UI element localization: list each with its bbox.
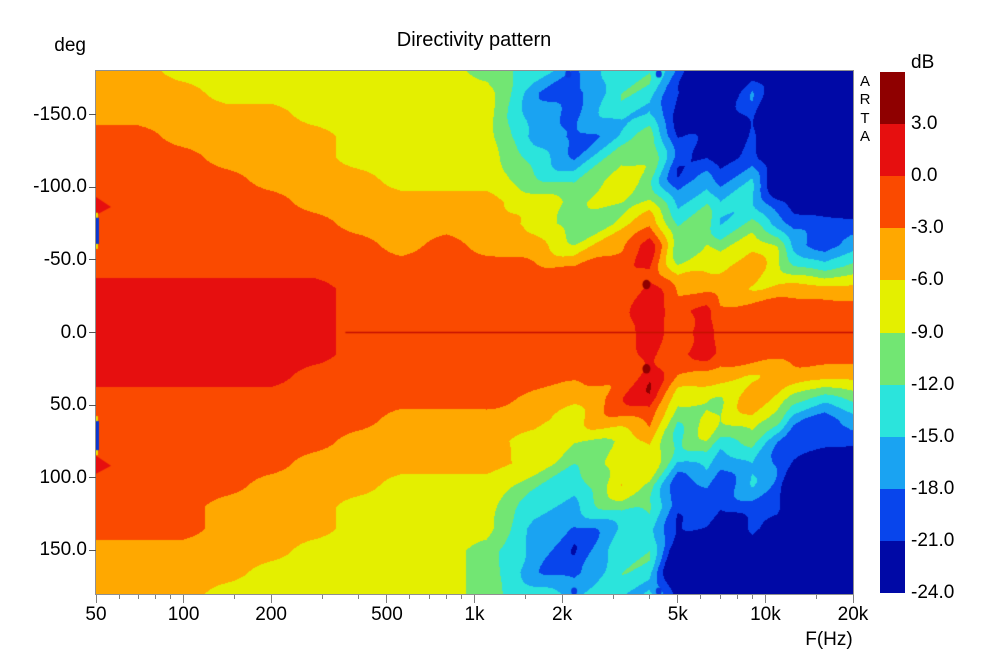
legend-color-band [880,72,905,125]
legend-boundary-label: -3.0 [911,217,944,239]
x-minor-tick-mark [154,595,156,599]
x-minor-tick-mark [719,595,721,599]
x-tick-label: 5k [667,604,688,625]
x-major-tick-mark [183,595,185,603]
legend-boundary-label: -24.0 [911,582,955,603]
x-major-tick-mark [386,595,388,603]
x-tick-label: 100 [167,604,200,625]
x-major-tick-mark [764,595,766,603]
x-minor-tick-mark [612,595,614,599]
y-tick-mark [89,477,96,479]
legend-boundary-label: -12.0 [911,373,955,395]
x-minor-tick-mark [358,595,360,599]
x-axis-unit-label: F(Hz) [805,629,853,650]
x-minor-tick-mark [460,595,462,599]
legend-color-band [880,176,905,229]
y-tick-mark [89,114,96,116]
legend-boundary-label: -9.0 [911,321,944,343]
x-tick-label: 20k [837,604,869,625]
y-tick-label: -50.0 [43,248,87,270]
legend-color-band [880,280,905,333]
legend-boundary-label: 3.0 [911,113,938,135]
legend-color-band [880,228,905,281]
x-tick-label: 500 [371,604,403,625]
watermark-letter: R [859,91,871,109]
x-major-tick-mark [270,595,272,603]
watermark-letter: T [860,109,870,127]
x-minor-tick-mark [234,595,236,599]
x-major-tick-mark [852,595,854,603]
page-title: Directivity pattern [396,29,552,51]
x-minor-tick-mark [816,595,818,599]
legend-boundary-label: 0.0 [911,165,938,187]
legend-boundary-label: -15.0 [911,425,955,447]
y-tick-label: 50.0 [50,394,87,416]
x-minor-tick-mark [700,595,702,599]
legend-boundary-label: -6.0 [911,269,944,291]
y-tick-label: 100.0 [39,466,87,488]
legend-color-band [880,384,905,438]
y-tick-mark [89,186,96,188]
x-major-tick-mark [95,595,97,603]
y-tick-mark [89,332,96,333]
x-tick-label: 1k [464,604,485,625]
y-tick-label: 0.0 [60,321,87,343]
x-tick-label: 200 [255,604,287,625]
legend-color-band [880,124,905,177]
watermark-letter: A [859,73,870,90]
x-major-tick-mark [677,595,679,603]
x-axis-line [96,594,854,595]
x-tick-label: 10k [750,604,781,625]
x-minor-tick-mark [751,595,753,599]
legend-color-band [880,332,905,386]
directivity-contour-plot [96,71,853,594]
y-tick-mark [89,404,96,406]
x-minor-tick-mark [118,595,120,599]
y-tick-mark [89,549,96,551]
x-minor-tick-mark [169,595,171,599]
x-minor-tick-mark [525,595,527,599]
x-major-tick-mark [561,595,563,603]
x-minor-tick-mark [138,595,139,599]
y-tick-label: 150.0 [39,539,87,561]
y-tick-mark [89,259,96,261]
y-tick-label: -150.0 [33,103,87,125]
legend-color-band [880,436,905,490]
watermark-letter: A [859,128,870,146]
x-minor-tick-mark [409,595,411,599]
legend-color-band [880,488,905,542]
x-minor-tick-mark [321,595,323,599]
x-tick-label: 2k [552,604,573,625]
x-minor-tick-mark [649,595,651,599]
y-tick-label: -100.0 [33,176,87,198]
x-minor-tick-mark [445,595,447,599]
legend-boundary-label: -21.0 [911,529,955,551]
legend-unit-label: dB [911,52,935,73]
x-minor-tick-mark [428,595,430,599]
x-tick-label: 50 [85,604,107,625]
y-axis-unit-label: deg [54,35,86,56]
legend-boundary-label: -18.0 [911,477,955,499]
legend-color-band [880,540,905,594]
x-major-tick-mark [474,595,475,603]
x-minor-tick-mark [736,595,738,599]
